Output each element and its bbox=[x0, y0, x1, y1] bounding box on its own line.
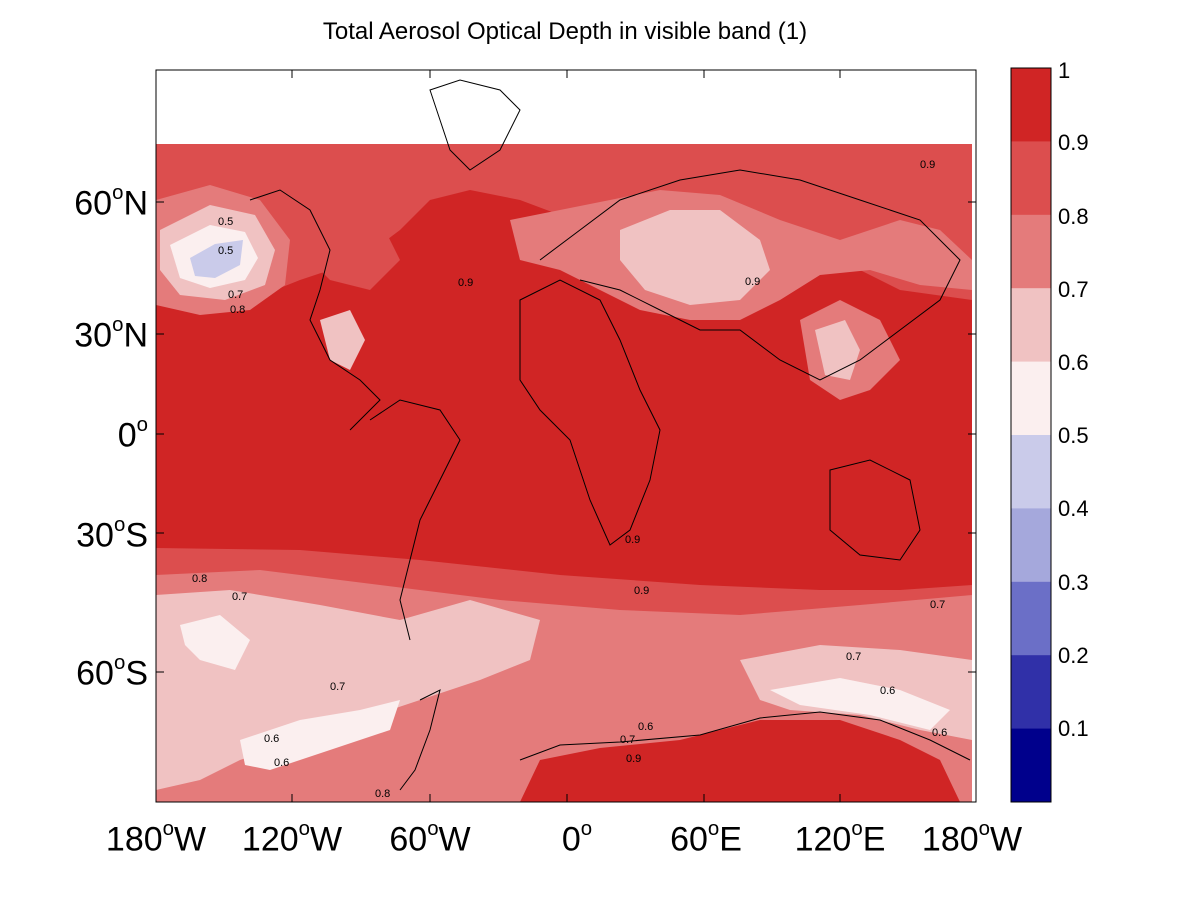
colorbar-label: 0.2 bbox=[1058, 643, 1089, 668]
colorbar-segment bbox=[1011, 581, 1051, 656]
band-antarctica-1 bbox=[520, 720, 960, 802]
contour-label: 0.7 bbox=[232, 591, 247, 603]
contour-label: 0.9 bbox=[745, 276, 760, 288]
lat-label-0: 0o bbox=[117, 414, 148, 455]
contour-label: 0.9 bbox=[625, 534, 640, 546]
contour-label: 0.5 bbox=[218, 245, 233, 257]
colorbar-segment bbox=[1011, 361, 1051, 436]
colorbar-label: 0.8 bbox=[1058, 204, 1089, 229]
colorbar-segment bbox=[1011, 141, 1051, 216]
contour-label: 0.6 bbox=[274, 757, 289, 769]
contour-label: 0.6 bbox=[880, 685, 895, 697]
contour-label: 0.5 bbox=[218, 216, 233, 228]
contour-label: 0.7 bbox=[930, 599, 945, 611]
coast-eurasia bbox=[539, 169, 961, 381]
coastlines bbox=[249, 79, 971, 791]
coast-south-america bbox=[369, 399, 461, 641]
coast-greenland bbox=[429, 79, 521, 171]
band-north-09 bbox=[156, 144, 972, 300]
colorbar-segment bbox=[1011, 214, 1051, 289]
contour-label: 0.6 bbox=[264, 733, 279, 745]
colorbar-label: 0.3 bbox=[1058, 570, 1089, 595]
colorbar-border bbox=[1010, 67, 1052, 803]
contour-label: 0.6 bbox=[932, 727, 947, 739]
contour-label: 0.7 bbox=[620, 734, 635, 746]
band-south-06-east bbox=[770, 678, 950, 730]
lon-label-120e: 120oE bbox=[794, 818, 886, 859]
colorbar-segment bbox=[1011, 508, 1051, 583]
lon-label-60w: 60oW bbox=[389, 818, 471, 859]
coast-antarctica bbox=[519, 711, 971, 761]
colorbar-segment bbox=[1011, 288, 1051, 363]
band-easia-07 bbox=[815, 320, 860, 380]
colorbar-segment bbox=[1011, 68, 1051, 142]
contour-label: 0.9 bbox=[634, 585, 649, 597]
colorbar-segment bbox=[1011, 435, 1051, 509]
colorbar-label: 1 bbox=[1058, 58, 1071, 83]
lon-label-120w: 120oW bbox=[241, 818, 343, 859]
contour-label: 0.9 bbox=[458, 277, 473, 289]
contour-labels: 0.5 0.5 0.7 0.8 0.9 0.9 0.9 0.8 0.7 0.9 … bbox=[192, 159, 947, 800]
coast-north-america bbox=[249, 189, 381, 431]
contour-label: 0.8 bbox=[192, 573, 207, 585]
colorbar-label: 0.6 bbox=[1058, 350, 1089, 375]
tick-marks bbox=[156, 70, 976, 802]
colorbar-label: 0.1 bbox=[1058, 716, 1089, 741]
lat-label-30n: 30oN bbox=[74, 314, 148, 355]
contour-label: 0.8 bbox=[230, 304, 245, 316]
lon-label-0: 0o bbox=[561, 818, 593, 859]
map-frame bbox=[155, 69, 977, 803]
contour-label: 0.7 bbox=[846, 651, 861, 663]
contour-label: 0.8 bbox=[375, 788, 390, 800]
colorbar-label: 0.4 bbox=[1058, 496, 1089, 521]
band-south-06-a bbox=[180, 615, 250, 670]
contour-label: 0.7 bbox=[228, 289, 243, 301]
contour-label: 0.9 bbox=[626, 753, 641, 765]
chart-title: Total Aerosol Optical Depth in visible b… bbox=[322, 18, 808, 45]
band-mexico-07 bbox=[320, 310, 365, 370]
colorbar-segment bbox=[1011, 655, 1051, 730]
lon-label-180w-right: 180oW bbox=[921, 818, 1023, 859]
colorbar-label: 0.7 bbox=[1058, 277, 1089, 302]
band-south-06-b bbox=[240, 700, 400, 770]
coast-antarctic-peninsula bbox=[399, 689, 441, 791]
aod-field bbox=[156, 144, 972, 802]
colorbar bbox=[1010, 67, 1052, 803]
band-eurasia-07 bbox=[620, 210, 770, 305]
lon-label-180w: 180oW bbox=[105, 818, 207, 859]
band-npac-05 bbox=[190, 240, 243, 278]
band-namerica-09 bbox=[290, 200, 400, 290]
coast-africa bbox=[519, 279, 661, 546]
contour-label: 0.9 bbox=[920, 159, 935, 171]
colorbar-label: 0.9 bbox=[1058, 130, 1089, 155]
coast-australia bbox=[829, 459, 921, 561]
contour-label: 0.7 bbox=[330, 681, 345, 693]
colorbar-segment bbox=[1011, 728, 1051, 803]
lon-label-60e: 60oE bbox=[670, 818, 742, 859]
lat-label-30s: 30oS bbox=[76, 514, 148, 555]
colorbar-label: 0.5 bbox=[1058, 423, 1089, 448]
lat-label-60s: 60oS bbox=[76, 652, 148, 693]
contour-label: 0.6 bbox=[638, 721, 653, 733]
lat-label-60n: 60oN bbox=[74, 182, 148, 223]
